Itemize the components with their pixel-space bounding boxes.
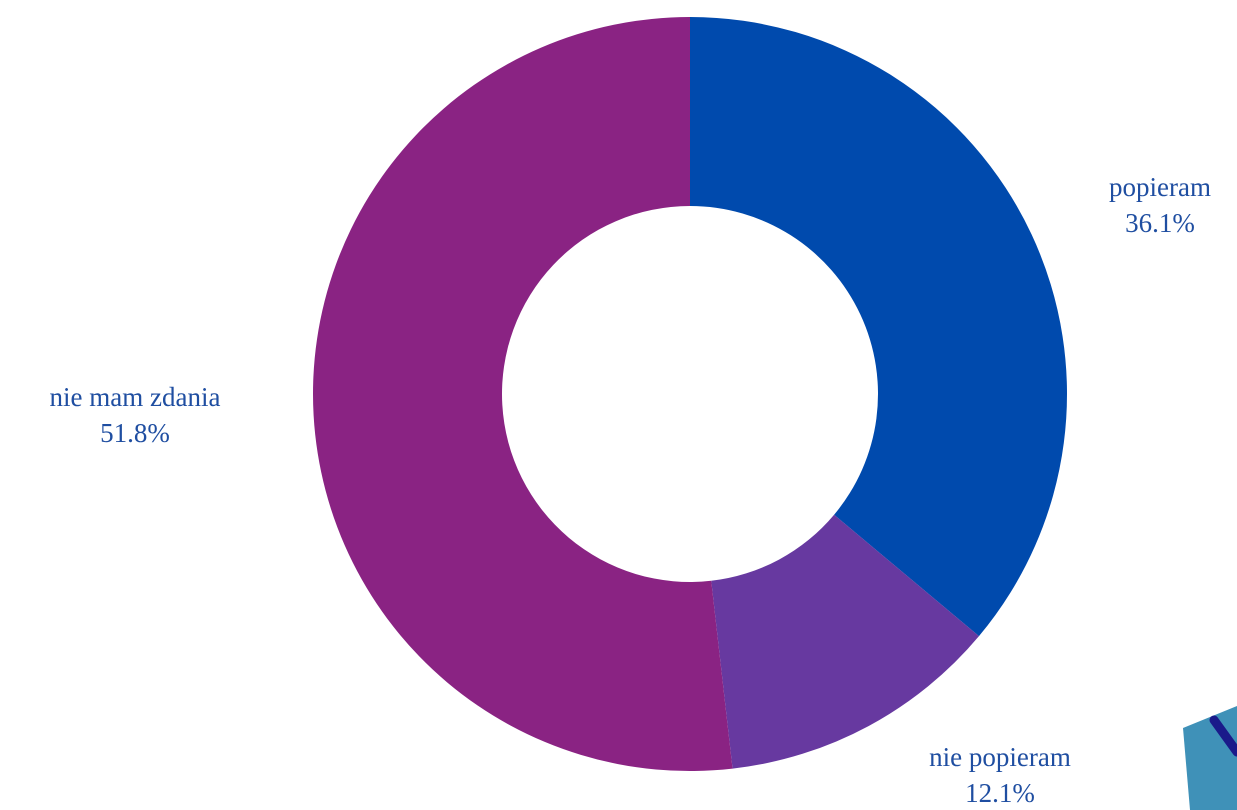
donut-slice bbox=[711, 514, 979, 769]
slice-value-label: 36.1% bbox=[1125, 208, 1195, 238]
slice-label: nie popieram bbox=[929, 742, 1071, 772]
slice-value-label: 12.1% bbox=[965, 778, 1035, 808]
donut-slice bbox=[690, 17, 1068, 637]
slice-label: nie mam zdania bbox=[50, 382, 221, 412]
donut-slice bbox=[313, 17, 733, 771]
slice-value-label: 51.8% bbox=[100, 418, 170, 448]
slice-label: popieram bbox=[1109, 172, 1211, 202]
logo bbox=[1183, 706, 1237, 810]
